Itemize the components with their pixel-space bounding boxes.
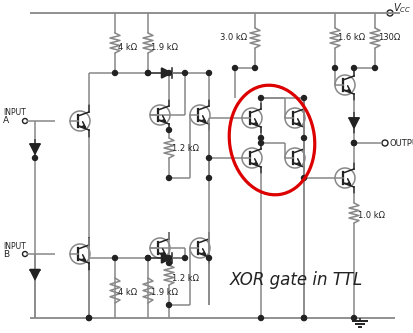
Polygon shape — [30, 144, 40, 154]
Text: A: A — [3, 116, 9, 125]
Polygon shape — [30, 269, 40, 279]
Text: 1.9 kΩ: 1.9 kΩ — [151, 288, 178, 297]
Circle shape — [351, 141, 356, 146]
Circle shape — [301, 136, 306, 141]
Circle shape — [259, 141, 263, 146]
Text: 1.6 kΩ: 1.6 kΩ — [338, 33, 365, 42]
Circle shape — [166, 71, 171, 76]
Circle shape — [183, 255, 188, 260]
Text: 1.9 kΩ: 1.9 kΩ — [151, 43, 178, 52]
Circle shape — [183, 71, 188, 76]
Circle shape — [33, 156, 38, 161]
Circle shape — [166, 128, 171, 133]
Text: 130Ω: 130Ω — [378, 33, 400, 42]
Circle shape — [259, 136, 263, 141]
Circle shape — [301, 315, 306, 320]
Circle shape — [112, 255, 118, 260]
Text: 1.2 kΩ: 1.2 kΩ — [172, 274, 199, 283]
Text: 4 kΩ: 4 kΩ — [118, 288, 137, 297]
Text: 3.0 kΩ: 3.0 kΩ — [220, 33, 247, 42]
Text: INPUT: INPUT — [3, 242, 26, 251]
Circle shape — [233, 66, 237, 71]
Text: 1.0 kΩ: 1.0 kΩ — [358, 211, 385, 220]
Circle shape — [206, 71, 211, 76]
Text: XOR gate in TTL: XOR gate in TTL — [230, 271, 363, 289]
Text: B: B — [3, 250, 9, 259]
Circle shape — [301, 96, 306, 101]
Circle shape — [145, 71, 150, 76]
Circle shape — [166, 260, 171, 265]
Polygon shape — [161, 68, 171, 78]
Circle shape — [206, 175, 211, 180]
Circle shape — [166, 175, 171, 180]
Text: INPUT: INPUT — [3, 108, 26, 117]
Polygon shape — [161, 253, 171, 263]
Circle shape — [206, 255, 211, 260]
Circle shape — [351, 141, 356, 146]
Circle shape — [351, 66, 356, 71]
Text: OUTPUT: OUTPUT — [390, 139, 413, 148]
Text: 4 kΩ: 4 kΩ — [118, 43, 137, 52]
Circle shape — [166, 255, 171, 260]
Text: $V_{CC}$: $V_{CC}$ — [393, 1, 411, 15]
Circle shape — [252, 66, 257, 71]
Circle shape — [166, 302, 171, 307]
Circle shape — [301, 175, 306, 180]
Circle shape — [86, 315, 92, 320]
Circle shape — [206, 156, 211, 161]
Circle shape — [259, 315, 263, 320]
Circle shape — [301, 315, 306, 320]
Circle shape — [112, 71, 118, 76]
Text: 1.2 kΩ: 1.2 kΩ — [172, 144, 199, 153]
Circle shape — [86, 315, 92, 320]
Circle shape — [259, 96, 263, 101]
Circle shape — [145, 71, 150, 76]
Circle shape — [373, 66, 377, 71]
Polygon shape — [349, 118, 359, 128]
Circle shape — [332, 66, 337, 71]
Circle shape — [351, 315, 356, 320]
Circle shape — [145, 255, 150, 260]
Circle shape — [145, 255, 150, 260]
